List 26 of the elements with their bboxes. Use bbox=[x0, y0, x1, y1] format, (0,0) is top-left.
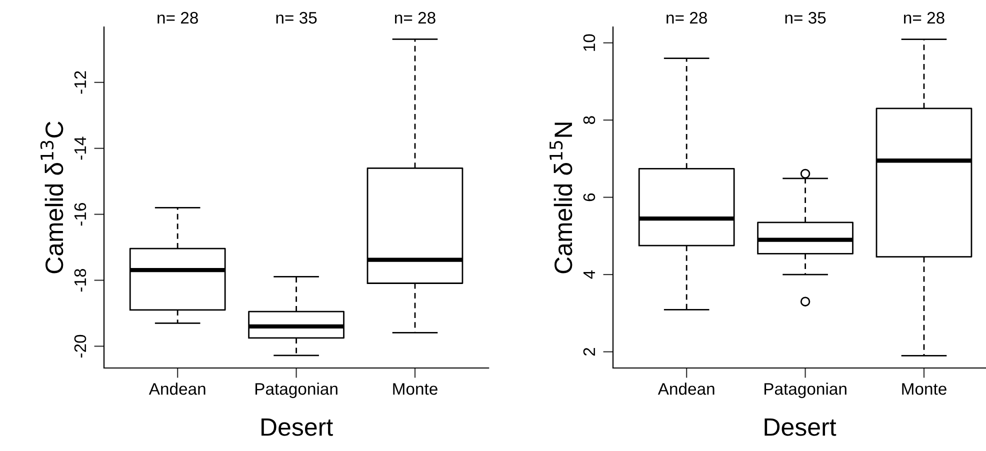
y-axis-title: Camelid δ$^{15}$N bbox=[550, 122, 572, 274]
y-tick-label: 8 bbox=[583, 116, 596, 124]
y-tick-label: -16 bbox=[74, 203, 86, 226]
y-tick-label: -12 bbox=[74, 71, 86, 94]
x-tick-label: Patagonian bbox=[255, 382, 338, 398]
y-tick-label: 2 bbox=[583, 348, 595, 356]
x-axis-title: Desert bbox=[764, 418, 836, 436]
x-tick-label: Patagonian bbox=[764, 382, 846, 398]
text: n= 28 bbox=[904, 12, 944, 24]
y-tick-label: 10 bbox=[583, 34, 596, 51]
x-tick-label: Monte bbox=[393, 383, 438, 395]
text: n= 28 bbox=[395, 12, 436, 24]
x-tick-label: Andean bbox=[148, 382, 206, 395]
text: n= 35 bbox=[276, 12, 317, 24]
text: n= 28 bbox=[666, 12, 707, 24]
y-tick-label: -20 bbox=[74, 334, 86, 358]
x-tick-label: Andean bbox=[658, 382, 714, 395]
text: n= 28 bbox=[158, 12, 198, 24]
text: n= 35 bbox=[785, 12, 826, 24]
y-tick-label: -14 bbox=[74, 136, 86, 160]
y-tick-label: 6 bbox=[583, 193, 596, 202]
y-tick-label: 4 bbox=[583, 270, 595, 279]
x-tick-label: Monte bbox=[902, 383, 946, 395]
y-tick-label: -18 bbox=[74, 268, 86, 292]
y-axis-title: Camelid δ$^{13}$C bbox=[40, 122, 64, 274]
x-axis-title: Desert bbox=[262, 418, 333, 436]
